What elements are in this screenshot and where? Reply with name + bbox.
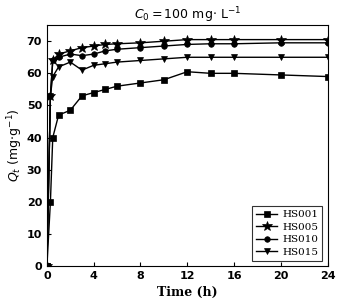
HS015	[51, 75, 55, 78]
HS005	[103, 43, 107, 46]
HS015	[162, 57, 166, 61]
Line: HS010: HS010	[44, 40, 330, 269]
HS001	[80, 94, 84, 98]
HS010	[279, 41, 283, 45]
HS001	[51, 136, 55, 139]
HS005	[209, 38, 213, 41]
HS001	[209, 71, 213, 75]
HS010	[209, 42, 213, 46]
HS005	[115, 42, 119, 46]
HS010	[103, 49, 107, 53]
Y-axis label: $Q_t\ (\mathrm{mg{\cdot} g^{-1}})$: $Q_t\ (\mathrm{mg{\cdot} g^{-1}})$	[5, 109, 25, 182]
HS001	[115, 84, 119, 88]
HS010	[326, 41, 330, 45]
HS015	[232, 56, 236, 59]
HS015	[57, 65, 61, 69]
HS005	[185, 38, 189, 41]
HS001	[57, 113, 61, 117]
HS005	[326, 38, 330, 41]
HS010	[232, 42, 236, 46]
HS015	[115, 60, 119, 64]
HS015	[185, 56, 189, 59]
Line: HS005: HS005	[42, 35, 332, 271]
HS001	[48, 200, 53, 204]
HS015	[45, 264, 49, 268]
HS015	[209, 56, 213, 59]
HS010	[115, 47, 119, 51]
HS001	[232, 71, 236, 75]
HS005	[92, 44, 96, 48]
HS015	[92, 63, 96, 67]
HS010	[92, 52, 96, 56]
HS001	[162, 78, 166, 81]
HS001	[68, 109, 72, 112]
HS005	[68, 49, 72, 53]
Line: HS015: HS015	[43, 54, 331, 270]
HS005	[80, 46, 84, 49]
HS010	[45, 264, 49, 268]
HS015	[279, 56, 283, 59]
HS001	[185, 70, 189, 74]
HS010	[51, 59, 55, 62]
HS010	[57, 56, 61, 59]
HS010	[162, 44, 166, 48]
HS005	[48, 94, 53, 98]
HS005	[51, 59, 55, 62]
HS010	[138, 46, 143, 49]
HS001	[326, 75, 330, 78]
HS015	[80, 68, 84, 72]
Title: $C_0 = 100\ \mathrm{mg{\cdot}\ L^{-1}}$: $C_0 = 100\ \mathrm{mg{\cdot}\ L^{-1}}$	[134, 5, 241, 25]
HS001	[138, 81, 143, 85]
HS001	[45, 264, 49, 268]
HS005	[279, 38, 283, 41]
HS005	[162, 39, 166, 43]
HS010	[68, 52, 72, 56]
HS005	[57, 52, 61, 56]
HS001	[103, 88, 107, 91]
Legend: HS001, HS005, HS010, HS015: HS001, HS005, HS010, HS015	[252, 206, 323, 261]
Line: HS001: HS001	[44, 69, 330, 269]
HS015	[68, 60, 72, 64]
HS005	[232, 38, 236, 41]
HS001	[92, 91, 96, 95]
HS010	[185, 43, 189, 46]
HS010	[48, 94, 53, 98]
HS015	[48, 94, 53, 98]
HS015	[138, 59, 143, 62]
HS005	[45, 264, 49, 268]
X-axis label: Time (h): Time (h)	[157, 286, 218, 300]
HS015	[326, 56, 330, 59]
HS010	[80, 54, 84, 58]
HS015	[103, 62, 107, 66]
HS001	[279, 73, 283, 77]
HS005	[138, 41, 143, 45]
